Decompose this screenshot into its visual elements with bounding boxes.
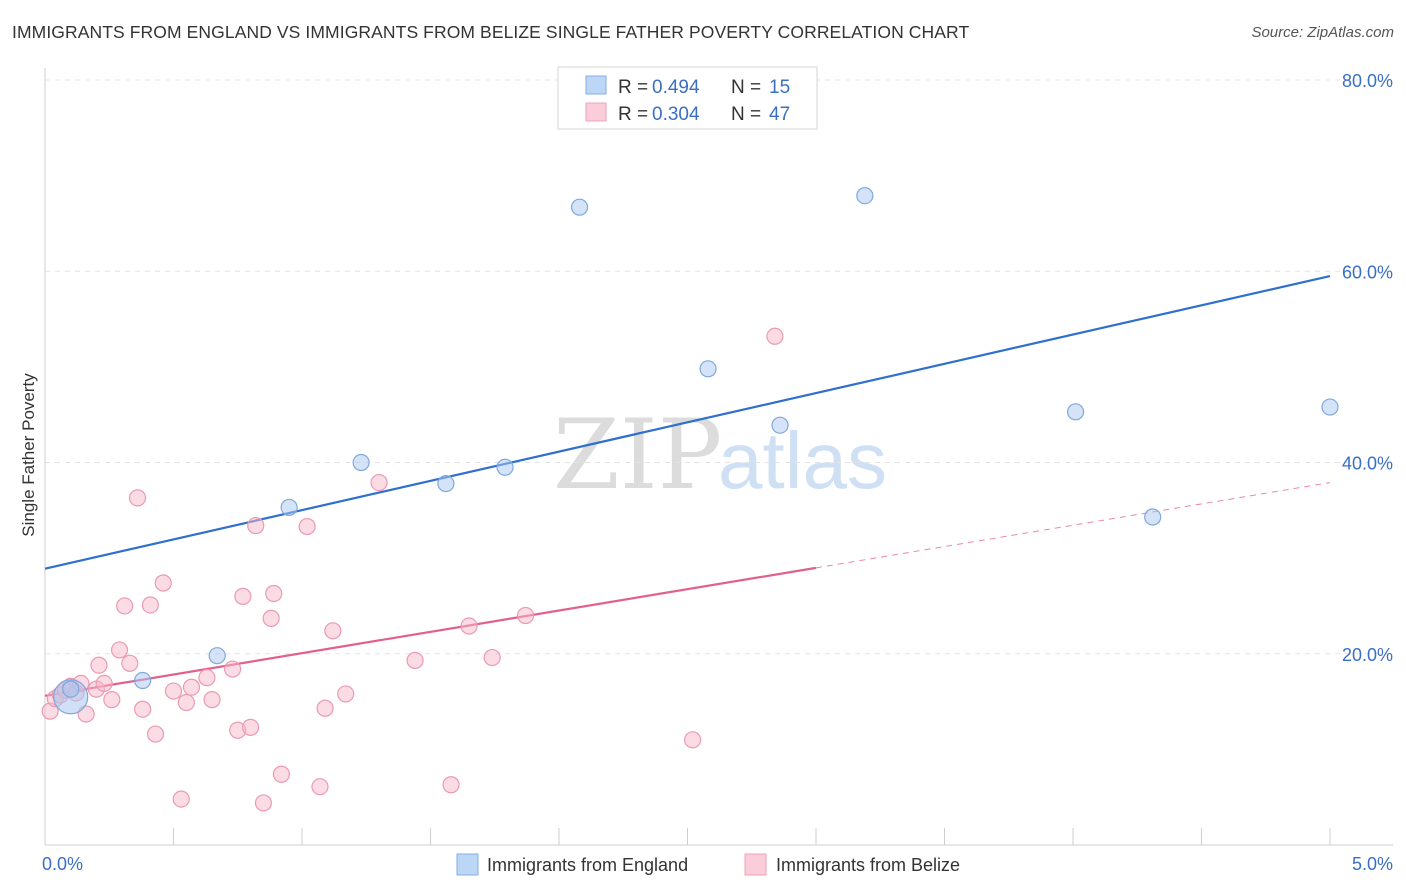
england-point — [771, 416, 789, 434]
england-point — [496, 458, 514, 476]
england-point — [1066, 403, 1085, 421]
legend-swatch-england — [585, 75, 607, 95]
belize-point — [128, 489, 147, 507]
y-tick-label: 60.0% — [1342, 262, 1393, 282]
legend-n-label-england: N = — [731, 77, 761, 98]
belize-point — [311, 778, 329, 796]
belize-point — [316, 699, 334, 717]
belize-point — [766, 327, 784, 345]
belize-point — [198, 669, 216, 687]
trend-line-dashed-1 — [815, 482, 1331, 569]
y-tick-labels: 20.0% 40.0% 60.0% 80.0% — [1342, 71, 1393, 665]
belize-point — [141, 596, 159, 614]
belize-point — [154, 574, 172, 592]
belize-point — [406, 651, 424, 670]
england-point — [208, 647, 226, 665]
belize-point — [242, 718, 260, 736]
belize-point — [121, 654, 139, 672]
belize-point — [254, 794, 273, 812]
belize-point — [272, 765, 291, 783]
top-legend: R = 0.494 N = 15 R = 0.304 N = 47 — [557, 66, 818, 130]
belize-point — [684, 731, 702, 749]
england-point — [856, 187, 874, 205]
belize-point — [262, 609, 280, 627]
belize-point — [116, 597, 134, 615]
y-tick-label: 40.0% — [1342, 454, 1393, 474]
legend-n-value-belize: 47 — [769, 104, 790, 125]
belize-point — [164, 682, 183, 700]
belize-point — [146, 725, 165, 743]
england-point — [62, 680, 80, 698]
belize-point — [103, 691, 121, 709]
england-point — [280, 498, 298, 517]
y-tick-label: 80.0% — [1342, 71, 1393, 91]
watermark-zip: ZIP — [553, 399, 722, 511]
belize-point — [95, 674, 113, 692]
belize-point — [324, 622, 342, 640]
data-points — [41, 95, 1339, 812]
legend-r-label-belize: R = — [618, 104, 648, 125]
x-tick-label: 5.0% — [1352, 854, 1393, 874]
belize-point — [177, 693, 195, 712]
england-point — [699, 360, 717, 378]
belize-point — [516, 606, 535, 625]
belize-point — [337, 685, 355, 703]
belize-point — [442, 776, 460, 794]
belize-point — [203, 691, 221, 709]
belize-point — [134, 700, 152, 718]
belize-point — [483, 648, 501, 667]
watermark-atlas: atlas — [718, 416, 887, 505]
england-point — [134, 671, 152, 690]
legend-n-label-belize: N = — [731, 104, 761, 125]
england-point — [570, 198, 589, 216]
legend-r-value-england: 0.494 — [652, 77, 700, 98]
england-point — [1321, 398, 1339, 416]
belize-point — [224, 660, 242, 678]
belize-point — [172, 790, 190, 808]
belize-point — [182, 678, 201, 696]
y-axis-label: Single Father Poverty — [19, 373, 38, 537]
belize-point — [90, 656, 108, 674]
bottom-legend-label-belize: Immigrants from Belize — [776, 855, 960, 875]
bottom-legend-swatch-belize — [744, 853, 767, 876]
bottom-legend-swatch-england — [456, 853, 479, 876]
x-tick-label: 0.0% — [42, 854, 83, 874]
belize-point — [265, 584, 283, 603]
x-tick-labels: 0.0% 5.0% — [42, 854, 1393, 874]
bottom-legend: Immigrants from England Immigrants from … — [456, 853, 960, 876]
england-point — [437, 474, 455, 493]
belize-point — [247, 517, 265, 535]
trend-line-1 — [44, 566, 817, 697]
belize-point — [234, 587, 252, 605]
legend-r-value-belize: 0.304 — [652, 104, 700, 125]
legend-r-label-england: R = — [618, 77, 648, 98]
trend-line-0 — [44, 274, 1331, 570]
england-point — [352, 453, 370, 472]
legend-swatch-belize — [585, 102, 607, 122]
belize-point — [110, 641, 129, 659]
belize-point — [298, 517, 316, 536]
bottom-legend-label-england: Immigrants from England — [487, 855, 688, 875]
chart-title: IMMIGRANTS FROM ENGLAND VS IMMIGRANTS FR… — [12, 22, 970, 42]
y-tick-label: 20.0% — [1342, 645, 1393, 665]
england-point — [1144, 508, 1162, 526]
belize-point — [370, 473, 388, 492]
legend-n-value-england: 15 — [769, 77, 790, 98]
source-label: Source: ZipAtlas.com — [1251, 24, 1394, 41]
gridlines — [45, 79, 1393, 655]
belize-point — [460, 617, 478, 635]
